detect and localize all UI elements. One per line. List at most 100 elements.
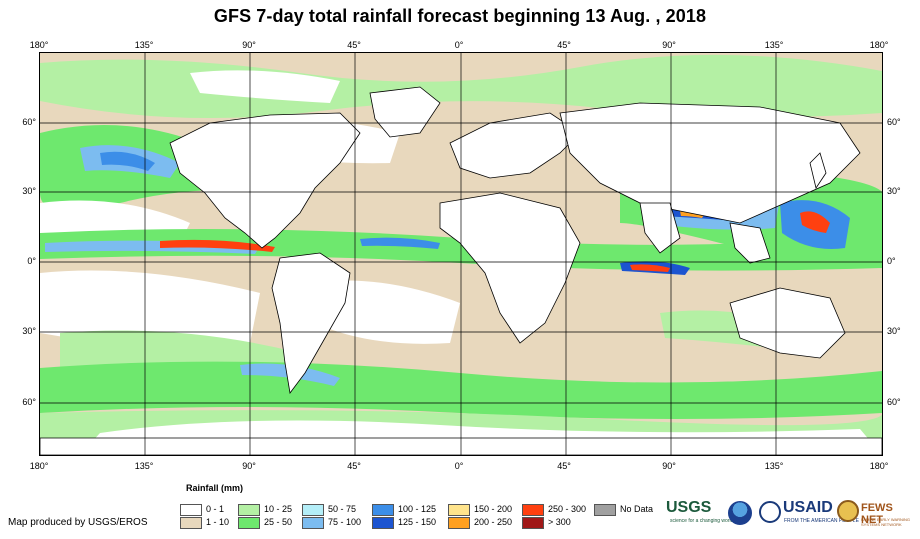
lon-tick-top: 0° [454, 40, 464, 50]
legend-label: 25 - 50 [264, 517, 293, 527]
legend-label: 1 - 10 [206, 517, 230, 527]
lat-tick-left: 30° [22, 186, 36, 196]
lon-tick-bottom: 135° [134, 461, 154, 471]
legend-swatch [302, 516, 324, 529]
southeast-asia [729, 222, 771, 264]
greenland [369, 86, 441, 138]
legend-swatch [180, 516, 202, 529]
legend-swatch [594, 503, 616, 516]
rain-zone-west-pacific-core [800, 211, 830, 233]
dry-zone-south-pacific [40, 270, 260, 347]
legend-label: 150 - 200 [474, 504, 513, 514]
dry-zone-arctic [190, 70, 340, 103]
legend-swatch [238, 503, 260, 516]
usgs-logo: USGS [666, 499, 712, 516]
continents [40, 86, 882, 455]
map-title: GFS 7-day total rainfall forecast beginn… [213, 6, 707, 26]
lon-tick-bottom: 90° [242, 461, 256, 471]
legend-item-1-10: 1 - 10 [180, 516, 230, 529]
legend-swatch [372, 503, 394, 516]
legend-swatch [302, 503, 324, 516]
usaid-logo: USAID [783, 499, 833, 516]
graticule [40, 53, 882, 455]
legend-label: 125 - 150 [398, 517, 437, 527]
australia [729, 287, 846, 359]
fews-logo: FEWS NET [861, 502, 893, 526]
india [639, 202, 681, 254]
lon-tick-top: 180° [869, 40, 889, 50]
legend-label: 50 - 75 [328, 504, 357, 514]
legend-swatch [372, 516, 394, 529]
lat-tick-right: 30° [887, 326, 901, 336]
lat-tick-right: 0° [887, 256, 896, 266]
noaa-logo-icon [728, 501, 752, 525]
legend-label: 200 - 250 [474, 517, 513, 527]
rainfall-map-canvas [40, 53, 882, 455]
lat-tick-left: 30° [22, 326, 36, 336]
legend-title: Rainfall (mm) [186, 483, 244, 493]
legend-item-250-300: 250 - 300 [522, 503, 587, 516]
legend-label: 10 - 25 [264, 504, 293, 514]
legend-label: 75 - 100 [328, 517, 362, 527]
rainfall-legend: Rainfall (mm) 0 - 1 1 - 10 10 - 25 25 - … [180, 483, 653, 535]
lon-tick-bottom: 180° [29, 461, 49, 471]
legend-item-100-125: 100 - 125 [372, 503, 437, 516]
rain-zone-atlantic-itcz [360, 237, 440, 249]
lon-tick-top: 45° [347, 40, 361, 50]
legend-item-75-100: 75 - 100 [302, 516, 362, 529]
japan [809, 152, 827, 189]
north-america [169, 112, 361, 249]
legend-item-200-250: 200 - 250 [448, 516, 513, 529]
lon-tick-bottom: 45° [557, 461, 571, 471]
lat-tick-left: 60° [22, 397, 36, 407]
lon-tick-bottom: 0° [454, 461, 464, 471]
lon-tick-top: 135° [764, 40, 784, 50]
fews-tagline: FAMINE EARLY WARNING SYSTEMS NETWORK [861, 517, 911, 527]
fews-seal-icon [837, 500, 859, 522]
lon-tick-top: 180° [29, 40, 49, 50]
legend-item-10-25: 10 - 25 [238, 503, 293, 516]
usaid-tagline: FROM THE AMERICAN PEOPLE [784, 518, 859, 524]
map-credit: Map produced by USGS/EROS [8, 517, 148, 528]
legend-label: No Data [620, 504, 654, 514]
legend-swatch [448, 516, 470, 529]
usaid-seal-icon [759, 501, 781, 523]
rain-zone-itcz-heavy [160, 239, 275, 252]
legend-swatch [448, 503, 470, 516]
legend-label: 250 - 300 [548, 504, 587, 514]
rain-zone-north-pacific-core [100, 151, 155, 171]
legend-swatch [522, 516, 544, 529]
lat-tick-right: 60° [887, 397, 901, 407]
lon-tick-top: 45° [557, 40, 571, 50]
africa [439, 192, 581, 344]
partner-logos: USGS science for a changing world USAID … [666, 497, 916, 529]
legend-swatch [180, 503, 202, 516]
legend-swatch [522, 503, 544, 516]
asia [559, 102, 861, 224]
lon-tick-top: 135° [134, 40, 154, 50]
legend-label: 100 - 125 [398, 504, 437, 514]
europe [449, 112, 581, 179]
legend-item-25-50: 25 - 50 [238, 516, 293, 529]
legend-item-gt-300: > 300 [522, 516, 571, 529]
lon-tick-top: 90° [242, 40, 256, 50]
lat-tick-left: 0° [27, 256, 36, 266]
lat-tick-right: 30° [887, 186, 901, 196]
legend-item-0-1: 0 - 1 [180, 503, 224, 516]
lon-tick-top: 90° [662, 40, 676, 50]
lat-tick-right: 60° [887, 117, 901, 127]
lon-tick-bottom: 180° [869, 461, 889, 471]
lon-tick-bottom: 45° [347, 461, 361, 471]
usgs-tagline: science for a changing world [670, 518, 734, 524]
lon-tick-bottom: 90° [662, 461, 676, 471]
rainfall-map [39, 52, 883, 456]
legend-item-150-200: 150 - 200 [448, 503, 513, 516]
legend-item-50-75: 50 - 75 [302, 503, 357, 516]
lon-tick-bottom: 135° [764, 461, 784, 471]
lat-tick-left: 60° [22, 117, 36, 127]
legend-swatch [238, 516, 260, 529]
dry-zone-south-atlantic [310, 280, 460, 344]
legend-item-no-data: No Data [594, 503, 654, 516]
south-america [271, 252, 351, 394]
legend-label: > 300 [548, 517, 571, 527]
